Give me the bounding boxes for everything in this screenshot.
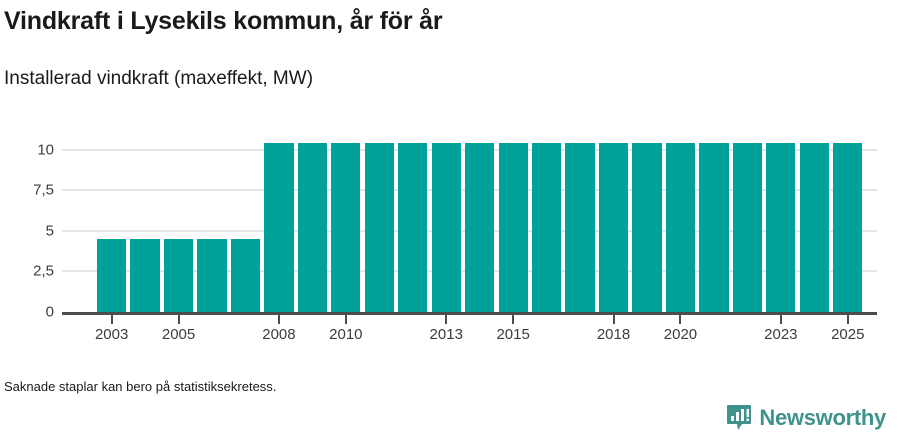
- x-axis-tick: [846, 315, 849, 324]
- x-axis-line: [62, 312, 877, 315]
- x-axis-tick-label: 2013: [429, 326, 463, 343]
- bar[interactable]: [331, 143, 361, 312]
- bar[interactable]: [799, 143, 829, 312]
- bar[interactable]: [230, 238, 261, 312]
- bar[interactable]: [498, 143, 528, 312]
- bar[interactable]: [431, 143, 461, 312]
- x-axis-tick: [110, 315, 113, 324]
- bar[interactable]: [699, 143, 729, 312]
- bar[interactable]: [732, 143, 762, 312]
- bar[interactable]: [766, 143, 796, 312]
- logo-wordmark: Newsworthy: [759, 405, 886, 430]
- x-axis-tick-label: 2003: [94, 326, 129, 343]
- page-title: Vindkraft i Lysekils kommun, år för år: [4, 7, 443, 35]
- x-axis-tick-label: 2023: [764, 326, 798, 343]
- bar[interactable]: [598, 143, 629, 312]
- bar[interactable]: [163, 238, 194, 312]
- bar[interactable]: [97, 238, 127, 312]
- bar[interactable]: [297, 143, 327, 312]
- x-axis-tick: [512, 315, 515, 324]
- bar[interactable]: [465, 143, 495, 312]
- y-axis-tick-label: 2,5: [33, 262, 54, 280]
- x-axis-tick-label: 2025: [831, 326, 865, 343]
- newsworthy-logo[interactable]: Newsworthy: [726, 404, 886, 432]
- x-axis-tick-label: 2015: [496, 326, 530, 343]
- x-axis-tick-label: 2018: [596, 326, 631, 343]
- bar[interactable]: [130, 238, 160, 312]
- y-axis-tick-label: 5: [45, 222, 54, 240]
- chart-subtitle: Installerad vindkraft (maxeffekt, MW): [4, 68, 314, 89]
- x-axis-tick: [779, 315, 782, 324]
- x-axis-tick-label: 2005: [161, 326, 196, 343]
- bar[interactable]: [833, 143, 863, 312]
- x-axis-tick: [679, 315, 682, 324]
- bar[interactable]: [632, 143, 662, 312]
- y-axis-tick-label: 7,5: [33, 181, 54, 199]
- bar[interactable]: [665, 143, 696, 312]
- x-axis-tick: [277, 315, 280, 324]
- bar[interactable]: [565, 143, 595, 312]
- x-axis-tick-label: 2010: [329, 326, 363, 343]
- x-axis-tick: [445, 315, 448, 324]
- bar[interactable]: [531, 143, 562, 312]
- bar[interactable]: [197, 238, 227, 312]
- bar[interactable]: [364, 143, 394, 312]
- y-axis-tick-label: 10: [37, 141, 54, 158]
- x-axis-tick-label: 2020: [663, 326, 698, 343]
- y-axis-tick-label: 0: [45, 303, 54, 321]
- bar-chart-speech-bubble-icon: [726, 404, 752, 432]
- bar[interactable]: [398, 143, 428, 312]
- footnote: Saknade staplar kan bero på statistiksek…: [4, 379, 277, 394]
- x-axis-tick: [344, 315, 347, 324]
- x-axis-tick: [612, 315, 615, 324]
- x-axis-tick-label: 2008: [262, 326, 296, 343]
- x-axis-tick: [177, 315, 180, 324]
- bar[interactable]: [264, 143, 294, 312]
